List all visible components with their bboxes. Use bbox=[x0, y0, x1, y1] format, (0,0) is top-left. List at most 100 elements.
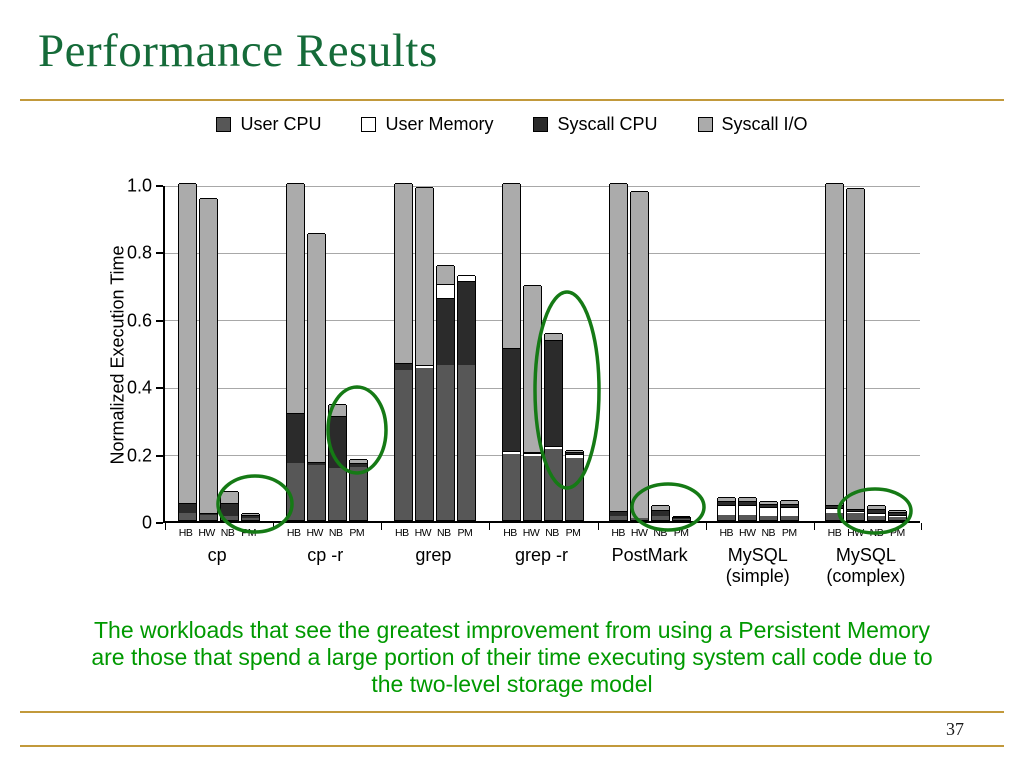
segment-syscall-cpu bbox=[826, 505, 844, 508]
bar-sublabel: HB bbox=[178, 527, 193, 539]
segment-user-cpu bbox=[220, 515, 238, 520]
legend-label: Syscall CPU bbox=[557, 114, 658, 134]
footer-rule-top bbox=[20, 711, 1004, 713]
legend-label: Syscall I/O bbox=[721, 114, 808, 134]
bar-MySQL-HB bbox=[717, 497, 737, 521]
bar-sublabel: HB bbox=[286, 527, 301, 539]
segment-user-cpu bbox=[178, 513, 196, 520]
segment-syscall-i-o bbox=[220, 491, 238, 503]
x-group-cp--r: HB HW NB PM cp -r bbox=[271, 527, 379, 586]
x-group-MySQL: HB HW NB PM MySQL (complex) bbox=[812, 527, 920, 586]
segment-syscall-i-o bbox=[178, 183, 196, 504]
bar-cp-HB bbox=[177, 183, 197, 521]
y-axis-tick-label: 0.2 bbox=[126, 445, 152, 466]
segment-syscall-i-o bbox=[394, 183, 412, 363]
legend-swatch-icon bbox=[533, 117, 549, 132]
segment-user-memory bbox=[523, 453, 541, 456]
x-axis-tick bbox=[921, 523, 922, 530]
segment-user-cpu bbox=[328, 467, 346, 520]
segment-syscall-cpu bbox=[286, 413, 304, 463]
segment-user-cpu bbox=[307, 465, 325, 520]
segment-user-cpu bbox=[199, 514, 217, 520]
x-group-grep--r: HB HW NB PM grep -r bbox=[487, 527, 595, 586]
segment-user-cpu bbox=[673, 518, 691, 520]
y-axis-tick bbox=[156, 522, 163, 524]
segment-syscall-cpu bbox=[610, 510, 628, 516]
segment-user-cpu bbox=[760, 515, 778, 520]
segment-user-cpu bbox=[847, 513, 865, 520]
bar-cp-HW bbox=[198, 198, 218, 521]
x-group-PostMark: HB HW NB PM PostMark bbox=[596, 527, 704, 586]
segment-user-cpu bbox=[241, 517, 259, 520]
bar-sublabel: HW bbox=[198, 527, 215, 539]
bar-sublabel: HB bbox=[611, 527, 625, 539]
bar-sublabel: NB bbox=[220, 527, 235, 539]
x-group-cp: HB HW NB PM cp bbox=[163, 527, 271, 586]
bar-group-cp bbox=[165, 183, 273, 521]
segment-user-cpu bbox=[523, 455, 541, 520]
y-axis-tick bbox=[156, 387, 163, 390]
segment-syscall-cpu bbox=[781, 503, 799, 507]
bar-group-MySQL bbox=[704, 186, 812, 521]
segment-syscall-i-o bbox=[286, 183, 304, 414]
group-label: cp bbox=[207, 545, 227, 565]
bar-MySQL-NB bbox=[759, 500, 779, 521]
segment-syscall-i-o bbox=[328, 404, 346, 417]
bar-cp--r-PM bbox=[348, 458, 368, 521]
legend-item-m: User Memory bbox=[361, 114, 493, 135]
segment-syscall-i-o bbox=[544, 333, 562, 340]
bar-MySQL-HW bbox=[846, 188, 866, 521]
bar-cp-PM bbox=[240, 513, 260, 521]
x-axis-tick bbox=[489, 523, 491, 530]
bar-sublabels: HB HW NB PM bbox=[392, 527, 474, 539]
segment-syscall-cpu bbox=[502, 348, 520, 451]
segment-user-memory bbox=[457, 274, 475, 282]
segment-user-cpu bbox=[826, 512, 844, 520]
segment-syscall-i-o bbox=[718, 497, 736, 502]
bar-sublabel: NB bbox=[328, 527, 343, 539]
bar-sublabel: PM bbox=[457, 527, 473, 539]
segment-user-cpu bbox=[349, 467, 367, 520]
bar-sublabel: HW bbox=[306, 527, 323, 539]
callout-line-1: The workloads that see the greatest impr… bbox=[93, 617, 931, 643]
x-axis-labels: HB HW NB PM cp HB HW NB PM cp -r HB HW NB PM grep HB HW N… bbox=[163, 527, 920, 586]
bar-PostMark-HW bbox=[630, 191, 650, 521]
segment-syscall-i-o bbox=[436, 264, 454, 285]
segment-syscall-i-o bbox=[610, 183, 628, 511]
bar-sublabel: PM bbox=[890, 527, 905, 539]
legend-swatch-icon bbox=[697, 117, 713, 132]
bar-group-grep--r bbox=[489, 183, 597, 521]
page-number: 37 bbox=[946, 719, 964, 739]
segment-user-memory bbox=[502, 450, 520, 454]
group-sublabel: (complex) bbox=[826, 565, 906, 586]
x-axis-tick bbox=[597, 523, 599, 530]
bar-sublabel: NB bbox=[653, 527, 667, 539]
segment-user-cpu bbox=[436, 364, 454, 520]
x-axis-tick bbox=[381, 523, 383, 530]
legend-swatch-icon bbox=[216, 117, 232, 132]
bar-PostMark-HB bbox=[609, 183, 629, 521]
segment-user-cpu bbox=[502, 453, 520, 520]
legend-label: User Memory bbox=[385, 114, 494, 134]
y-axis-tick-label: 0.8 bbox=[126, 242, 152, 263]
bar-sublabel: NB bbox=[437, 527, 451, 539]
bar-group-PostMark bbox=[596, 183, 704, 521]
gridline bbox=[165, 252, 920, 254]
segment-syscall-cpu bbox=[436, 297, 454, 365]
segment-user-memory bbox=[760, 507, 778, 516]
legend-item-u: User CPU bbox=[216, 114, 321, 135]
bar-sublabels: HB HW NB PM bbox=[825, 527, 907, 539]
bar-grep--r-HW bbox=[522, 285, 542, 521]
group-label: cp -r bbox=[307, 545, 344, 565]
segment-syscall-cpu bbox=[394, 362, 412, 371]
bar-cp--r-HW bbox=[306, 232, 326, 521]
segment-user-cpu bbox=[415, 367, 433, 520]
page-title: Performance Results bbox=[38, 25, 438, 77]
segment-user-cpu bbox=[652, 515, 670, 520]
segment-user-cpu bbox=[610, 515, 628, 520]
group-label: MySQL bbox=[835, 545, 896, 565]
gridline bbox=[165, 185, 920, 187]
bar-sublabel: HW bbox=[630, 527, 648, 539]
y-axis-tick-label: 0.4 bbox=[126, 377, 152, 398]
